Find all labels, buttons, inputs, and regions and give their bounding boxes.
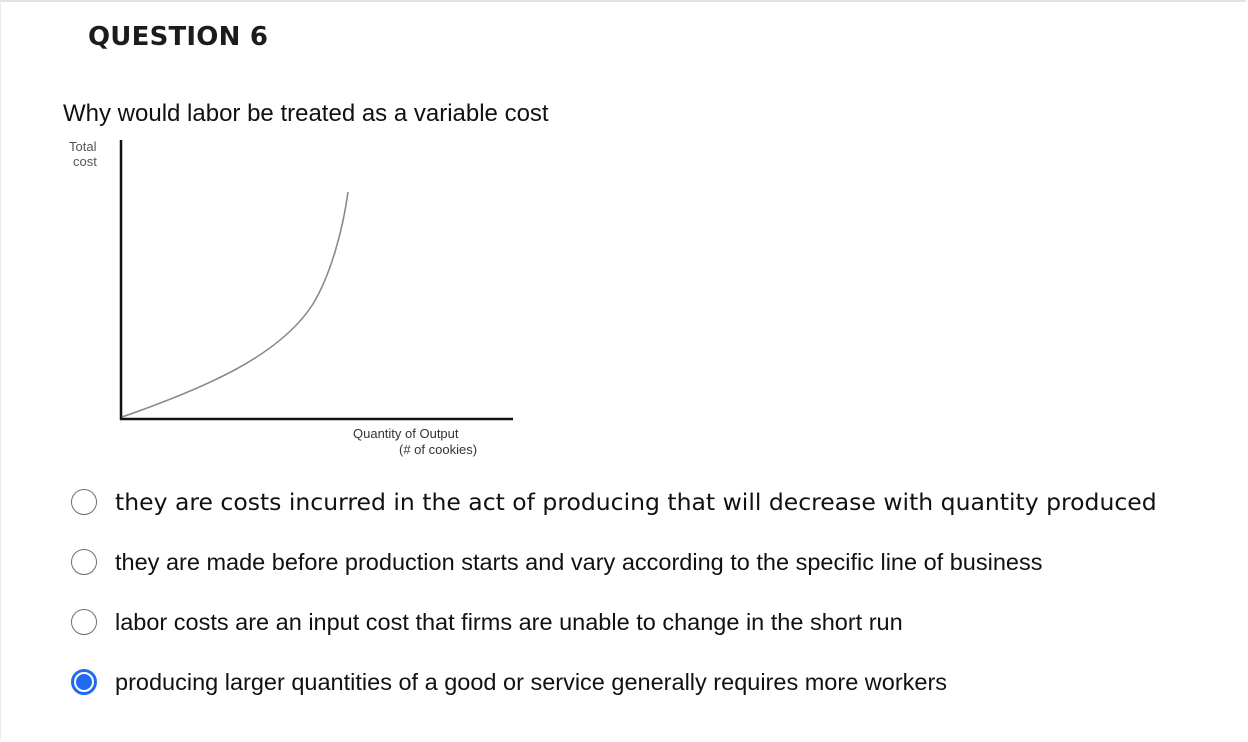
option-3[interactable]: labor costs are an input cost that firms… bbox=[71, 602, 903, 642]
radio-dot-icon bbox=[76, 674, 92, 690]
radio-button[interactable] bbox=[71, 609, 97, 635]
radio-button[interactable] bbox=[71, 489, 97, 515]
radio-button-selected[interactable] bbox=[71, 669, 97, 695]
question-title: QUESTION 6 bbox=[88, 22, 269, 52]
option-2[interactable]: they are made before production starts a… bbox=[71, 542, 1042, 582]
option-4[interactable]: producing larger quantities of a good or… bbox=[71, 662, 947, 702]
radio-button[interactable] bbox=[71, 549, 97, 575]
x-axis-label-line1: Quantity of Output bbox=[353, 426, 459, 441]
cost-curve-figure: Total cost Quantity of Output (# of cook… bbox=[69, 139, 513, 457]
question-text: Why would labor be treated as a variable… bbox=[63, 100, 549, 127]
y-axis-label-line1: Total bbox=[69, 139, 97, 154]
y-axis-label-line2: cost bbox=[73, 154, 97, 169]
total-cost-curve bbox=[121, 191, 349, 418]
option-label: labor costs are an input cost that firms… bbox=[115, 608, 903, 635]
option-1[interactable]: they are costs incurred in the act of pr… bbox=[71, 482, 1157, 522]
option-label: producing larger quantities of a good or… bbox=[115, 668, 948, 695]
option-label: they are costs incurred in the act of pr… bbox=[115, 488, 1157, 516]
option-label: they are made before production starts a… bbox=[115, 548, 1043, 575]
x-axis-label-line2: (# of cookies) bbox=[399, 442, 477, 457]
